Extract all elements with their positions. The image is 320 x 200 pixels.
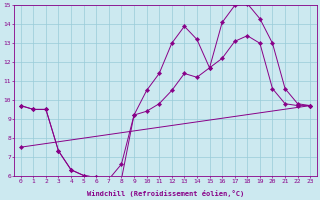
X-axis label: Windchill (Refroidissement éolien,°C): Windchill (Refroidissement éolien,°C): [87, 190, 244, 197]
